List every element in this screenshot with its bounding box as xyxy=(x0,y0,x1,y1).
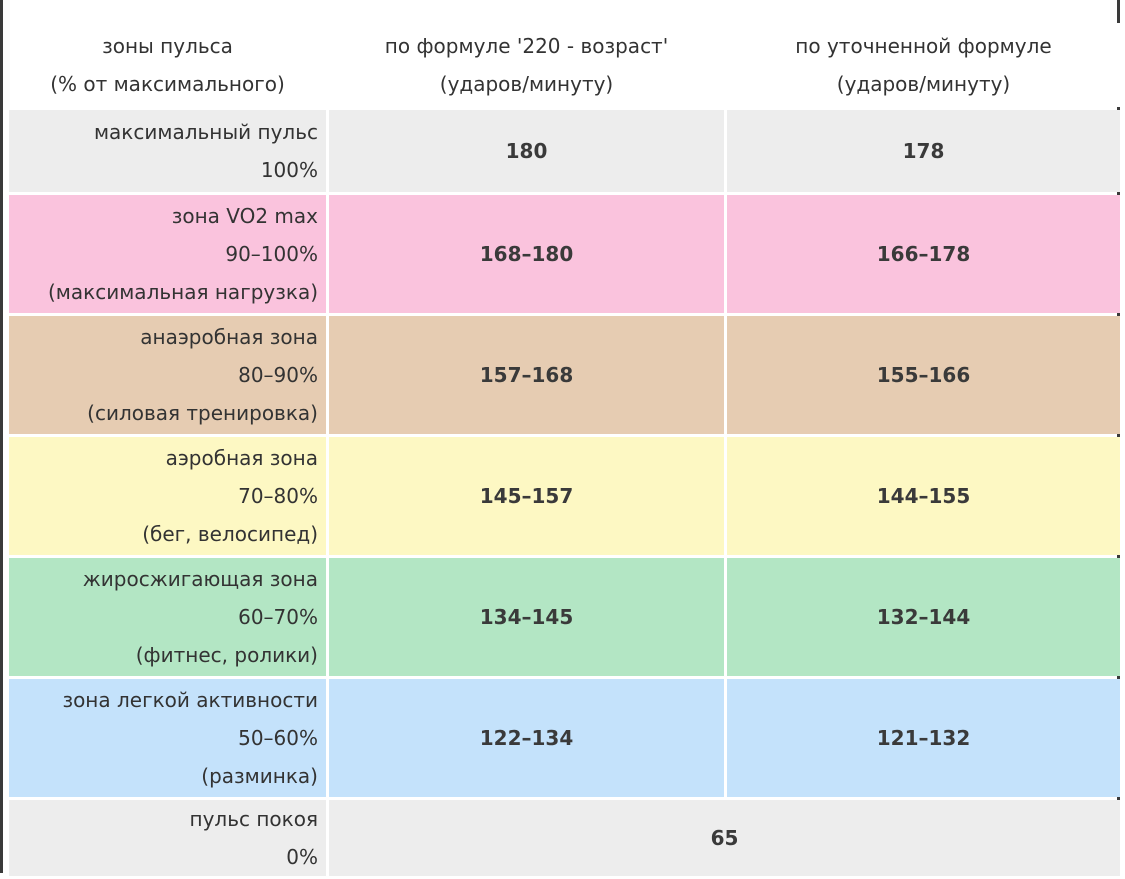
header-refined-unit: (ударов/минуту) xyxy=(836,72,1011,96)
zone-note: (фитнес, ролики) xyxy=(135,643,318,667)
formula-220-cell: 180 xyxy=(329,110,724,192)
zone-cell: пульс покоя 0% xyxy=(9,800,326,876)
zone-cell: аэробная зона 70–80% (бег, велосипед) xyxy=(9,437,326,555)
zone-note: (максимальная нагрузка) xyxy=(48,280,318,304)
header-formula-220-title: по формуле '220 - возраст' xyxy=(384,34,669,58)
zone-percent: 100% xyxy=(260,158,318,182)
formula-220-cell: 157–168 xyxy=(329,316,724,434)
table-header-row: зоны пульса (% от максимального) по форм… xyxy=(9,23,1120,107)
refined-formula-cell: 144–155 xyxy=(727,437,1120,555)
zone-cell: максимальный пульс 100% xyxy=(9,110,326,192)
refined-formula-cell: 178 xyxy=(727,110,1120,192)
header-zones: зоны пульса (% от максимального) xyxy=(9,23,326,107)
formula-220-cell: 134–145 xyxy=(329,558,724,676)
zone-note: (бег, велосипед) xyxy=(142,522,318,546)
zone-percent: 90–100% xyxy=(225,242,318,266)
formula-220-cell: 145–157 xyxy=(329,437,724,555)
zone-name: пульс покоя xyxy=(189,807,319,831)
zone-cell: зона легкой активности 50–60% (разминка) xyxy=(9,679,326,797)
header-zones-title: зоны пульса xyxy=(102,34,233,58)
zone-cell: жиросжигающая зона 60–70% (фитнес, ролик… xyxy=(9,558,326,676)
zone-name: аэробная зона xyxy=(165,446,318,470)
zone-percent: 50–60% xyxy=(238,726,318,750)
zone-name: зона легкой активности xyxy=(62,688,318,712)
left-border xyxy=(0,0,3,873)
table-row-fat-burning: жиросжигающая зона 60–70% (фитнес, ролик… xyxy=(9,558,1120,676)
zone-name: анаэробная зона xyxy=(140,325,318,349)
table-row-light-activity: зона легкой активности 50–60% (разминка)… xyxy=(9,679,1120,797)
table-row-max-pulse: максимальный пульс 100% 180 178 xyxy=(9,110,1120,192)
header-formula-220: по формуле '220 - возраст' (ударов/минут… xyxy=(329,23,724,107)
refined-formula-cell: 132–144 xyxy=(727,558,1120,676)
zone-name: жиросжигающая зона xyxy=(82,567,318,591)
zone-percent: 60–70% xyxy=(238,605,318,629)
header-refined-formula: по уточненной формуле (ударов/минуту) xyxy=(727,23,1120,107)
zone-name: зона VO2 max xyxy=(171,204,318,228)
header-zones-subtitle: (% от максимального) xyxy=(50,72,285,96)
header-refined-title: по уточненной формуле xyxy=(795,34,1052,58)
refined-formula-cell: 121–132 xyxy=(727,679,1120,797)
zone-percent: 80–90% xyxy=(238,363,318,387)
table-row-resting-pulse: пульс покоя 0% 65 xyxy=(9,800,1120,876)
table-row-vo2max: зона VO2 max 90–100% (максимальная нагру… xyxy=(9,195,1120,313)
right-border xyxy=(1117,0,1120,873)
zone-cell: зона VO2 max 90–100% (максимальная нагру… xyxy=(9,195,326,313)
formula-220-cell: 168–180 xyxy=(329,195,724,313)
header-formula-220-unit: (ударов/минуту) xyxy=(439,72,614,96)
heart-rate-zones-table: зоны пульса (% от максимального) по форм… xyxy=(6,20,1123,879)
refined-formula-cell: 155–166 xyxy=(727,316,1120,434)
resting-pulse-value: 65 xyxy=(329,800,1120,876)
zone-percent: 0% xyxy=(286,845,318,869)
refined-formula-cell: 166–178 xyxy=(727,195,1120,313)
formula-220-cell: 122–134 xyxy=(329,679,724,797)
zone-name: максимальный пульс xyxy=(93,120,318,144)
zone-percent: 70–80% xyxy=(238,484,318,508)
table-row-aerobic: аэробная зона 70–80% (бег, велосипед) 14… xyxy=(9,437,1120,555)
zone-cell: анаэробная зона 80–90% (силовая трениров… xyxy=(9,316,326,434)
zone-note: (разминка) xyxy=(201,764,318,788)
zone-note: (силовая тренировка) xyxy=(87,401,318,425)
table-row-anaerobic: анаэробная зона 80–90% (силовая трениров… xyxy=(9,316,1120,434)
